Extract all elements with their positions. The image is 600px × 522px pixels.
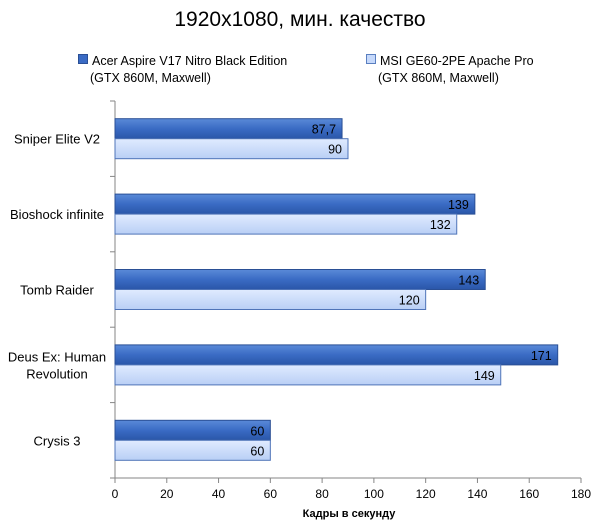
x-tick-label: 100 bbox=[364, 487, 384, 501]
data-label: 132 bbox=[430, 218, 451, 232]
data-label: 143 bbox=[458, 274, 479, 288]
legend-sublabel-series-1: (GTX 860M, Maxwell) bbox=[90, 71, 211, 85]
data-label: 60 bbox=[250, 424, 264, 438]
bar-series-1 bbox=[114, 193, 476, 215]
bar-series-2 bbox=[114, 439, 271, 461]
data-label: 87,7 bbox=[312, 123, 336, 137]
data-label: 139 bbox=[448, 198, 469, 212]
bar-series-1 bbox=[114, 419, 271, 441]
data-label: 149 bbox=[474, 369, 495, 383]
data-label: 171 bbox=[531, 349, 552, 363]
x-tick-label: 60 bbox=[264, 487, 278, 501]
category-label: Tomb Raider bbox=[20, 283, 94, 298]
x-tick-label: 140 bbox=[467, 487, 487, 501]
bar-series-1 bbox=[114, 269, 486, 290]
x-tick-label: 20 bbox=[160, 487, 174, 501]
bar-series-2 bbox=[114, 364, 502, 386]
legend-label-series-2: MSI GE60-2PE Apache Pro bbox=[380, 54, 534, 68]
x-tick-label: 40 bbox=[212, 487, 226, 501]
x-axis-title: Кадры в секунду bbox=[303, 508, 397, 520]
bar-series-1 bbox=[114, 118, 343, 140]
bar-series-2 bbox=[114, 138, 349, 160]
legend-sublabel-series-2: (GTX 860M, Maxwell) bbox=[378, 71, 499, 85]
data-label: 60 bbox=[250, 444, 264, 458]
legend-item-series-1: Acer Aspire V17 Nitro Black Edition (GTX… bbox=[78, 53, 287, 87]
chart-title: 1920x1080, мин. качество bbox=[174, 8, 426, 31]
category-label: Bioshock infinite bbox=[10, 207, 104, 222]
data-label: 90 bbox=[328, 143, 342, 157]
x-tick-label: 180 bbox=[571, 487, 591, 501]
legend-swatch-series-2 bbox=[366, 54, 376, 64]
legend-label-series-1: Acer Aspire V17 Nitro Black Edition bbox=[92, 54, 288, 68]
category-label: Revolution bbox=[26, 366, 87, 381]
category-label: Crysis 3 bbox=[34, 433, 81, 448]
bar-series-1 bbox=[114, 344, 559, 366]
category-label: Deus Ex: Human bbox=[8, 349, 106, 364]
category-label: Sniper Elite V2 bbox=[14, 132, 100, 147]
legend-item-series-2: MSI GE60-2PE Apache Pro (GTX 860M, Maxwe… bbox=[366, 53, 534, 87]
bar-series-2 bbox=[114, 213, 458, 235]
x-tick-label: 160 bbox=[519, 487, 539, 501]
x-tick-label: 80 bbox=[315, 487, 329, 501]
legend-swatch-series-1 bbox=[78, 54, 88, 64]
data-label: 120 bbox=[399, 294, 420, 308]
x-tick-label: 120 bbox=[416, 487, 436, 501]
bar-series-2 bbox=[114, 289, 427, 310]
x-tick-label: 0 bbox=[112, 487, 119, 501]
